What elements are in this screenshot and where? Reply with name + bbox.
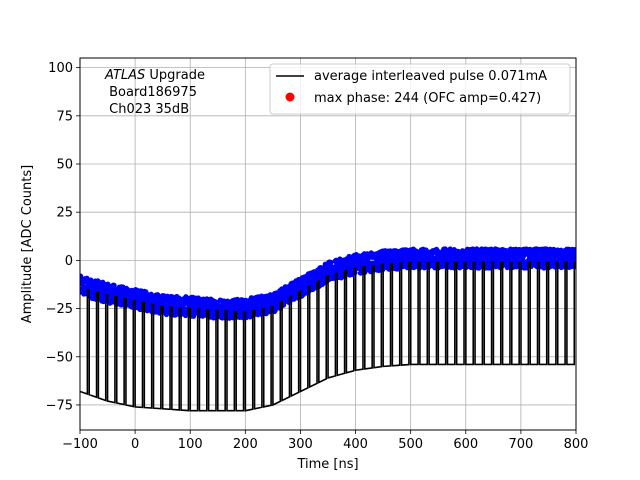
legend-label-max-phase: max phase: 244 (OFC amp=0.427) bbox=[314, 91, 541, 106]
legend-marker-swatch bbox=[285, 92, 295, 102]
scatter-point bbox=[571, 247, 576, 254]
annotation-upgrade: Upgrade bbox=[145, 68, 205, 83]
x-tick-label: 100 bbox=[178, 437, 203, 452]
x-tick-label: 600 bbox=[453, 437, 478, 452]
annotation-line-1: ATLAS Upgrade bbox=[104, 68, 205, 83]
annotation-line-2: Board186975 bbox=[105, 85, 197, 100]
scatter-point bbox=[573, 252, 576, 258]
y-axis-title: Amplitude [ADC Counts] bbox=[20, 165, 35, 323]
x-tick-label: 0 bbox=[131, 437, 139, 452]
scatter-point bbox=[470, 246, 476, 252]
annotation: ATLAS Upgrade Board186975 Ch023 35dB bbox=[104, 68, 205, 117]
y-axis: −75 −50 −25 0 25 50 75 100 bbox=[46, 61, 80, 413]
plot-frame bbox=[79, 57, 577, 431]
y-tick-label: 100 bbox=[48, 61, 73, 76]
x-tick-label: 500 bbox=[398, 437, 423, 452]
y-tick-label: 25 bbox=[56, 206, 73, 221]
y-tick-label: 75 bbox=[56, 109, 73, 124]
legend: average interleaved pulse 0.071mA max ph… bbox=[269, 63, 571, 115]
x-tick-label: 800 bbox=[564, 437, 589, 452]
annotation-line-3: Ch023 35dB bbox=[105, 102, 189, 117]
x-tick-label: −100 bbox=[62, 437, 98, 452]
y-tick-label: 0 bbox=[65, 254, 73, 269]
y-tick-label: 50 bbox=[56, 158, 73, 173]
x-axis: −100 0 100 200 300 400 500 600 700 800 bbox=[62, 430, 588, 452]
scatter-point bbox=[328, 259, 334, 266]
data-layer bbox=[80, 246, 576, 412]
x-tick-label: 300 bbox=[288, 437, 313, 452]
x-tick-label: 400 bbox=[343, 437, 368, 452]
x-tick-label: 200 bbox=[233, 437, 258, 452]
y-tick-label: −50 bbox=[46, 350, 73, 365]
legend-box bbox=[269, 63, 571, 115]
pulse-line bbox=[80, 261, 576, 412]
x-axis-title: Time [ns] bbox=[296, 457, 358, 472]
y-tick-label: −75 bbox=[46, 398, 73, 413]
legend-label-pulse: average interleaved pulse 0.071mA bbox=[314, 69, 547, 84]
scatter-point bbox=[414, 249, 420, 255]
x-tick-label: 700 bbox=[508, 437, 533, 452]
annotation-atlas: ATLAS bbox=[104, 68, 145, 83]
scatter-point bbox=[541, 265, 547, 271]
y-tick-label: −25 bbox=[46, 302, 73, 317]
scatter-point bbox=[520, 254, 526, 260]
